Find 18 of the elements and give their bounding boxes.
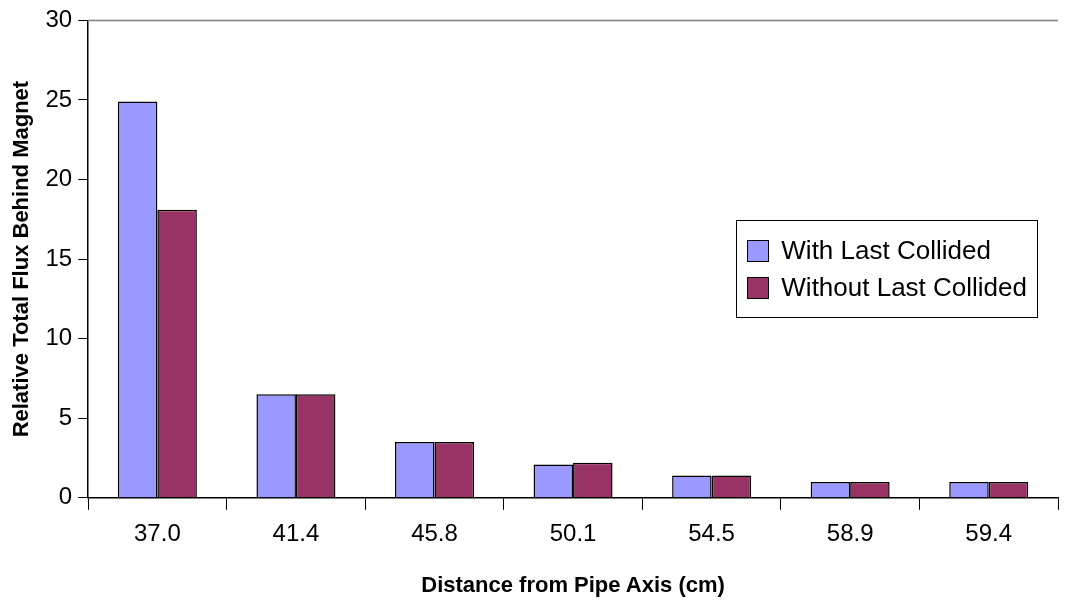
x-tick-label: 58.9	[826, 518, 874, 546]
x-tick-label: 45.8	[411, 518, 458, 546]
legend-label: With Last Collided	[781, 235, 991, 266]
y-tick-label: 10	[45, 323, 73, 351]
x-tick-label: 37.0	[134, 518, 181, 546]
y-tick-label: 5	[58, 402, 73, 430]
y-tick-label: 25	[45, 84, 73, 112]
y-tick-label: 15	[45, 243, 73, 271]
x-axis-title: Distance from Pipe Axis (cm)	[421, 571, 725, 597]
x-tick-label: 50.1	[549, 518, 597, 546]
x-tick-label: 59.4	[965, 518, 1013, 546]
y-axis-title: Relative Total Flux Behind Magnet	[8, 80, 34, 438]
x-tick-label: 54.5	[688, 518, 735, 546]
y-tick-label: 30	[45, 5, 73, 33]
y-tick-label: 20	[45, 164, 73, 192]
x-tick-label: 41.4	[272, 518, 320, 546]
legend-label: Without Last Collided	[781, 272, 1027, 303]
y-tick-label: 0	[58, 482, 73, 510]
